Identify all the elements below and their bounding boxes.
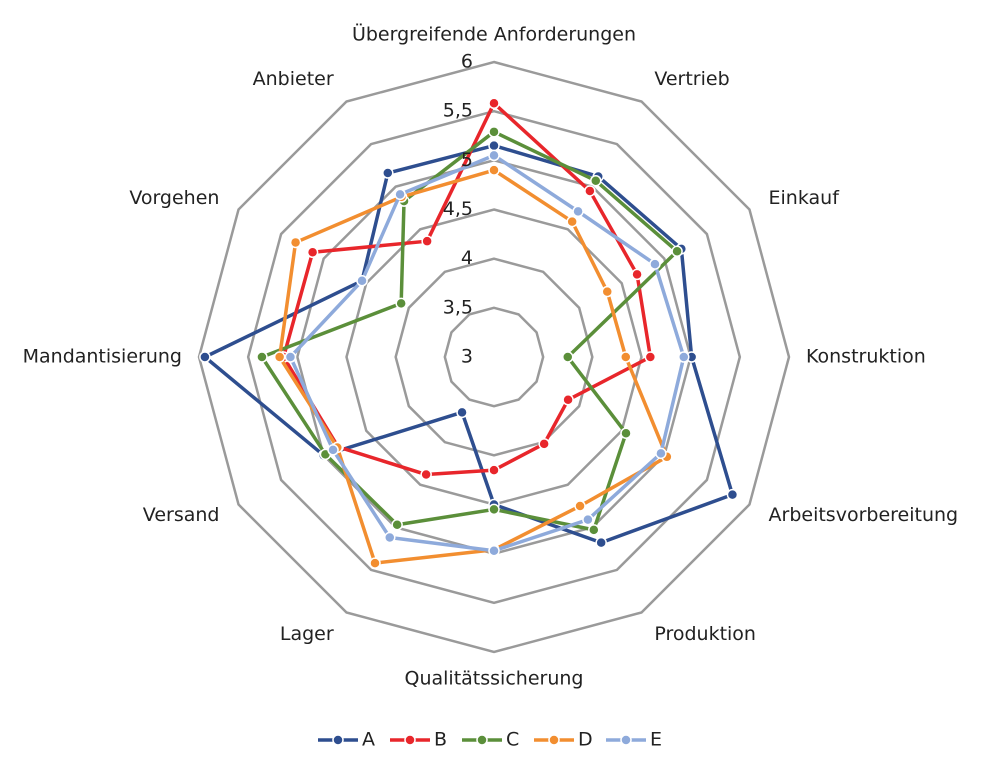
tick-label: 4 [461, 247, 473, 269]
data-point [384, 531, 396, 544]
data-point [395, 297, 407, 310]
data-point [590, 174, 602, 187]
data-point [588, 524, 600, 536]
category-label: Einkauf [769, 187, 841, 209]
series-line [277, 168, 669, 565]
series [277, 97, 657, 481]
data-point [649, 258, 661, 270]
data-point [289, 236, 302, 249]
data-point [394, 188, 406, 201]
data-point [306, 246, 319, 259]
category-label: Produktion [654, 623, 756, 645]
legend-label: D [578, 729, 593, 751]
data-point [456, 406, 468, 419]
grid-ring [345, 208, 643, 506]
category-label: Anbieter [253, 68, 334, 90]
tick-label: 5,5 [443, 100, 473, 122]
data-point [562, 394, 574, 406]
data-point [572, 205, 584, 218]
category-label: Arbeitsvorbereitung [769, 504, 959, 526]
tick-label: 6 [461, 51, 473, 73]
legend-marker [476, 734, 488, 746]
category-label: Vertrieb [654, 68, 729, 90]
data-point [644, 351, 657, 363]
legend-marker [332, 734, 344, 746]
category-label: Lager [280, 623, 334, 645]
data-point [420, 468, 432, 481]
category-label: Qualitätssicherung [405, 668, 584, 690]
data-point [488, 164, 500, 176]
data-point [678, 351, 690, 363]
data-point [574, 500, 586, 512]
data-point [671, 245, 683, 258]
category-label: Mandantisierung [23, 346, 182, 368]
data-point [631, 268, 643, 281]
data-point [273, 351, 286, 363]
data-point [488, 97, 500, 110]
data-point [356, 275, 368, 287]
tick-label: 4,5 [443, 198, 473, 220]
data-point [488, 503, 500, 516]
tick-label: 3 [461, 346, 473, 368]
data-point [256, 351, 268, 363]
grid-ring [296, 159, 692, 555]
category-label: Konstruktion [806, 346, 926, 368]
data-point [620, 351, 632, 363]
data-point [726, 488, 739, 501]
category-label: Übergreifende Anforderungen [352, 23, 636, 46]
legend-marker [404, 734, 416, 746]
data-point [327, 444, 339, 456]
data-point [562, 351, 574, 363]
category-label: Vorgehen [129, 187, 219, 209]
tick-label: 3,5 [443, 296, 473, 318]
data-point [595, 536, 607, 549]
legend-label: B [434, 729, 447, 751]
data-point [620, 427, 632, 439]
data-point [391, 519, 403, 531]
data-point [488, 544, 500, 557]
legend-label: E [650, 729, 662, 751]
data-point [566, 215, 578, 228]
data-point [655, 447, 667, 460]
grid-ring [443, 306, 545, 408]
grid-ring [246, 109, 742, 605]
data-point [382, 167, 394, 179]
data-point [488, 139, 500, 152]
data-point [488, 149, 500, 162]
legend-marker [548, 734, 560, 746]
legend-marker [620, 734, 632, 746]
data-point [538, 438, 550, 450]
data-point [421, 235, 433, 247]
data-point [582, 513, 594, 526]
data-point [601, 285, 614, 298]
tick-label: 5 [461, 149, 473, 171]
grid-ring [394, 257, 594, 457]
data-point [284, 351, 297, 363]
data-point [369, 557, 381, 569]
grid-ring [197, 60, 791, 654]
category-label: Versand [143, 504, 220, 526]
data-point [488, 126, 500, 138]
data-point [584, 185, 596, 197]
legend-label: A [362, 729, 375, 751]
series [284, 149, 690, 557]
legend-label: C [506, 729, 519, 751]
data-point [199, 351, 211, 363]
data-point [488, 464, 500, 476]
